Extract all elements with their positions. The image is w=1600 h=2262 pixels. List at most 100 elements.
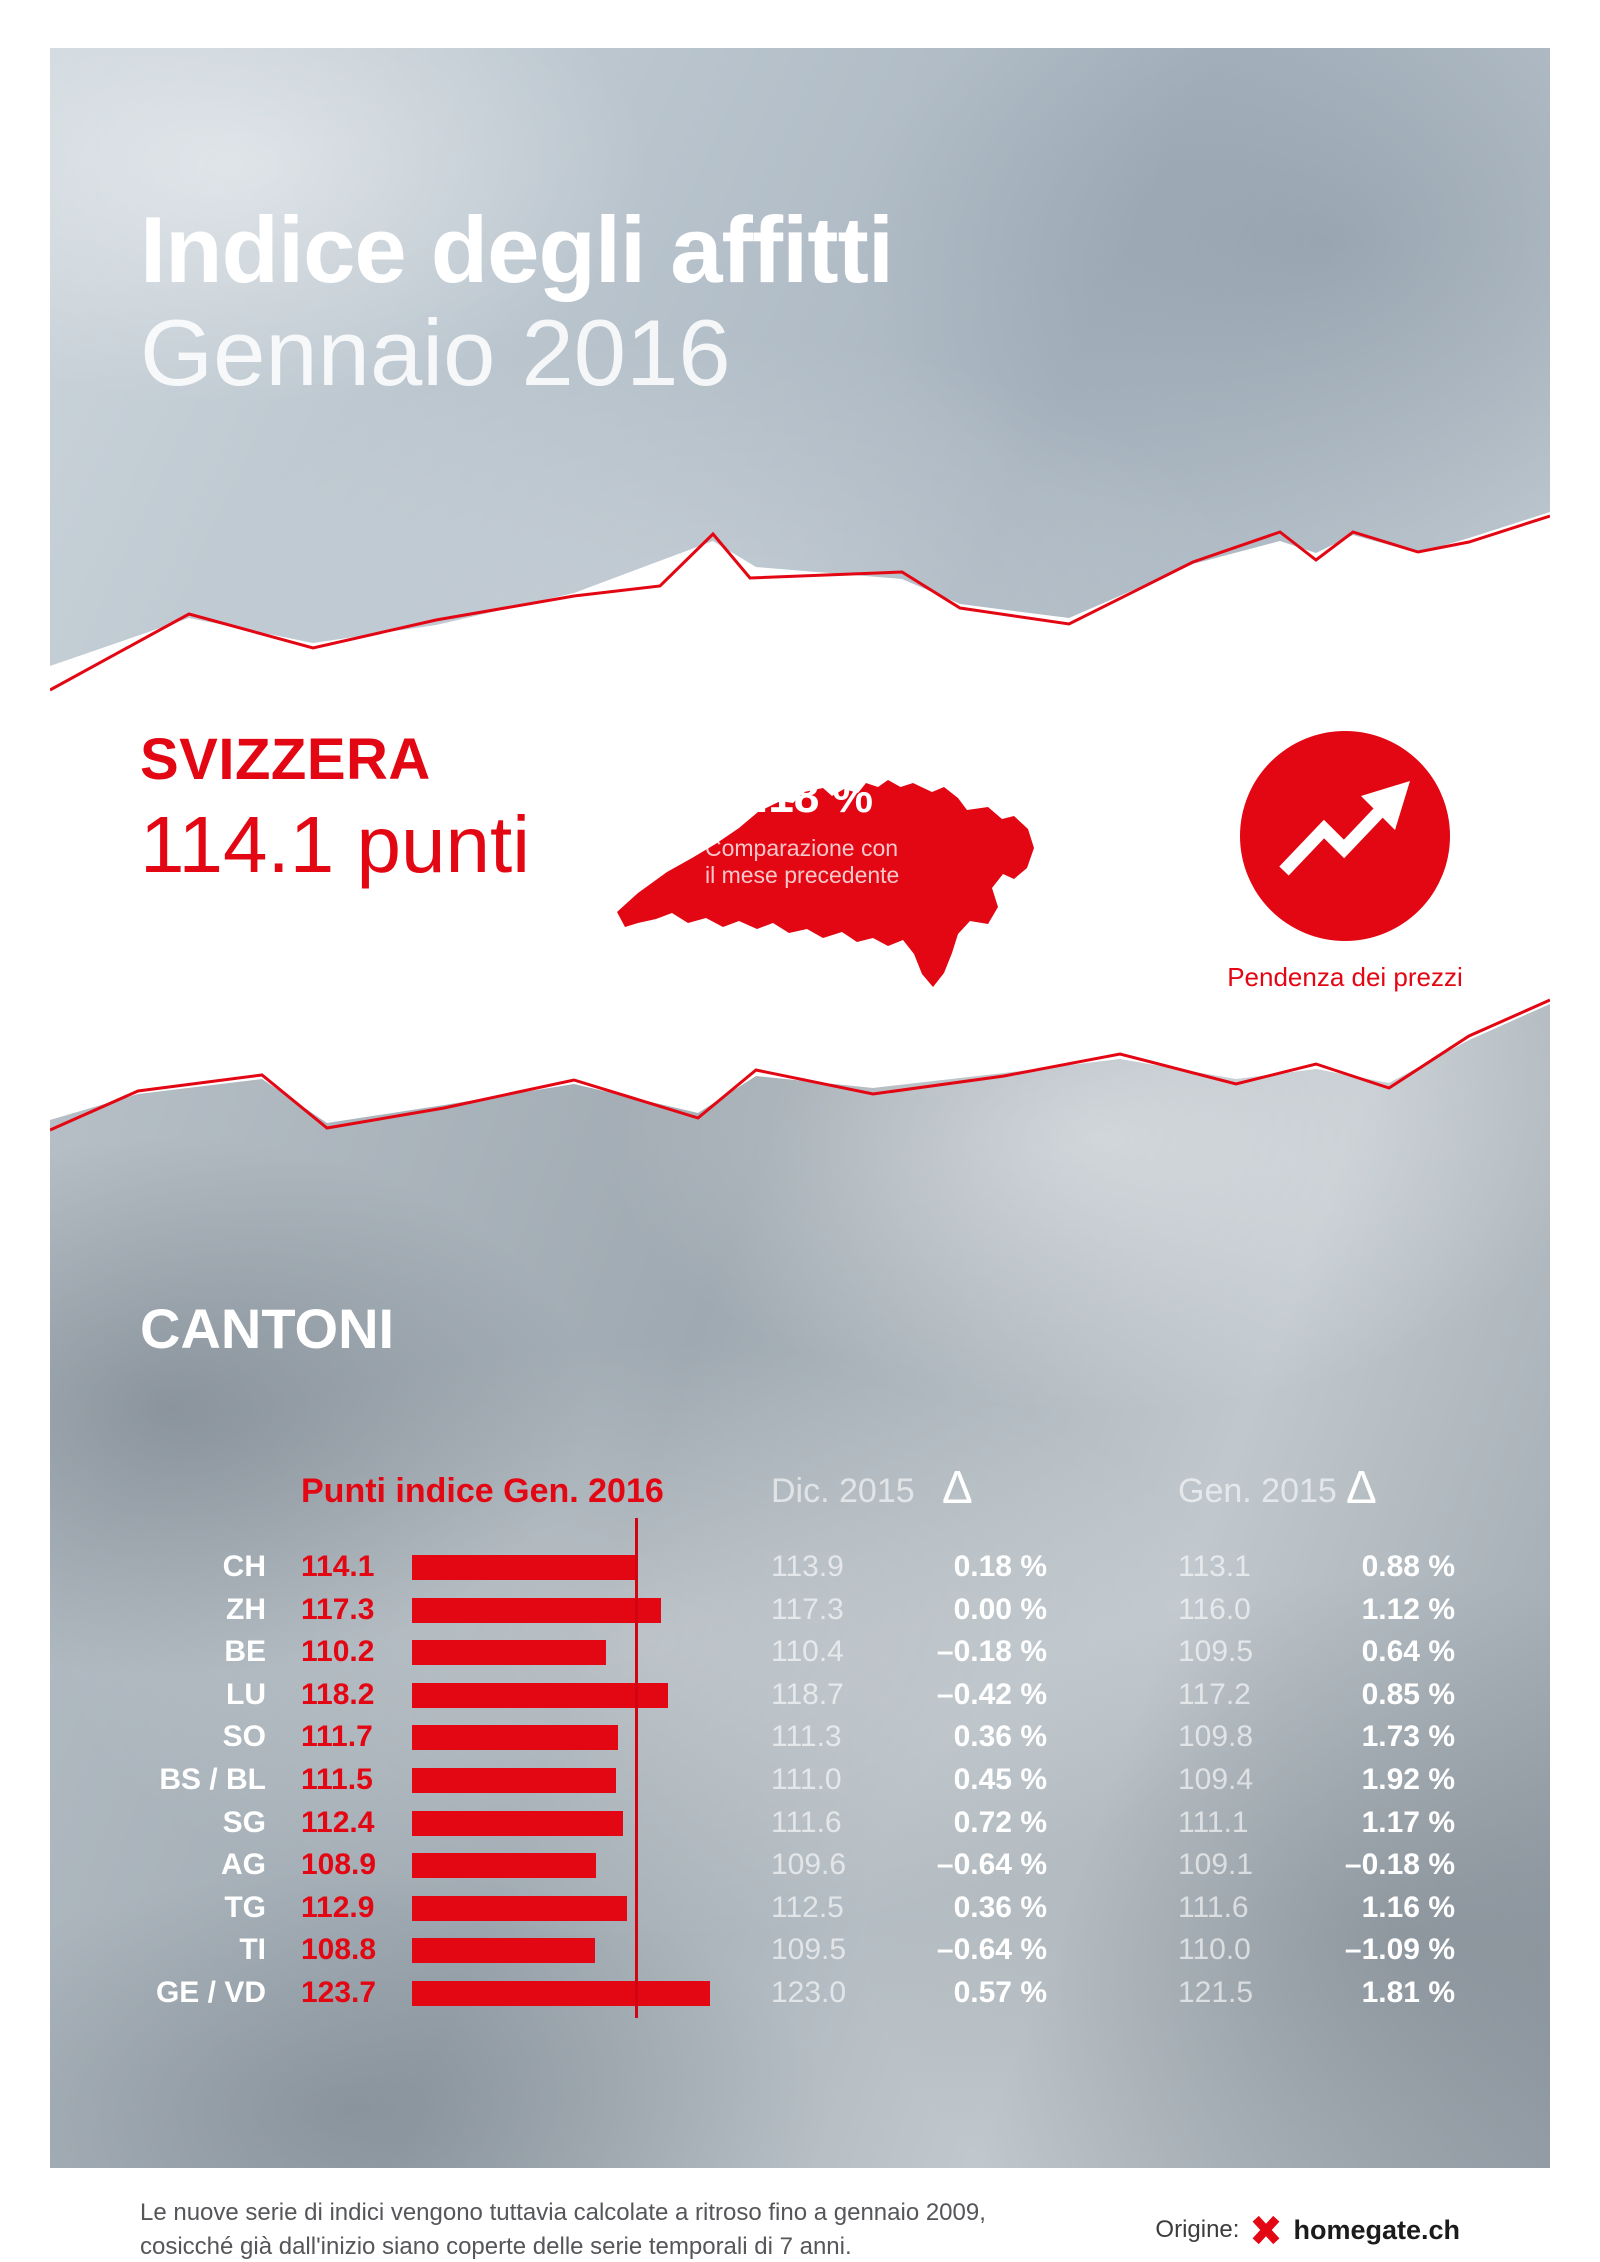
dec-delta: 0.45 % <box>953 1762 1047 1796</box>
bottom-background <box>50 1004 1550 2168</box>
month-delta-note: Comparazione con il mese precedente <box>705 835 900 888</box>
canton-label: TG <box>224 1890 266 1924</box>
dec-delta: –0.64 % <box>936 1933 1047 1967</box>
dec-delta: 0.00 % <box>953 1592 1047 1626</box>
month-delta-value: +0.18 % <box>703 770 874 822</box>
dec-delta: –0.42 % <box>936 1677 1047 1711</box>
col-header-index: Punti indice Gen. 2016 <box>301 1472 664 1510</box>
index-value: 108.9 <box>301 1848 377 1882</box>
index-bar <box>412 1682 668 1708</box>
table-row: LU 118.2 118.7 –0.42 % 117.2 0.85 % <box>50 1674 1550 1717</box>
dec-value: 111.3 <box>771 1720 842 1754</box>
table-row: TI 108.8 109.5 –0.64 % 110.0 –1.09 % <box>50 1929 1550 1972</box>
dec-value: 118.7 <box>771 1677 844 1711</box>
source-attribution: Origine: homegate.ch <box>1155 2215 1460 2246</box>
dec-delta: –0.64 % <box>936 1848 1047 1882</box>
dec-delta: 0.36 % <box>953 1720 1047 1754</box>
index-value: 112.4 <box>301 1805 375 1839</box>
trend-arrow-icon <box>1279 781 1410 876</box>
source-name: homegate.ch <box>1293 2214 1460 2245</box>
switzerland-label: SVIZZERA <box>140 727 431 792</box>
canton-label: GE / VD <box>155 1975 266 2009</box>
index-value: 117.3 <box>301 1592 375 1626</box>
canton-label: LU <box>226 1677 266 1711</box>
jan-delta: 1.73 % <box>1361 1720 1455 1754</box>
index-bar <box>412 1725 618 1751</box>
jan-delta: 0.85 % <box>1361 1677 1455 1711</box>
jan-delta: 0.64 % <box>1361 1635 1455 1669</box>
jan-value: 109.1 <box>1178 1848 1254 1882</box>
jan-value: 111.6 <box>1178 1890 1249 1924</box>
index-bar <box>412 1853 597 1879</box>
col-header-jan: Gen. 2015 <box>1178 1472 1337 1510</box>
index-bar <box>412 1640 607 1666</box>
source-label: Origine: <box>1155 2216 1240 2244</box>
dec-delta: 0.57 % <box>953 1975 1047 2009</box>
canton-label: SO <box>222 1720 266 1754</box>
trend-label: Pendenza dei prezzi <box>1227 962 1463 992</box>
canton-label: ZH <box>226 1592 266 1626</box>
index-value: 123.7 <box>301 1975 377 2009</box>
jan-value: 117.2 <box>1178 1677 1251 1711</box>
table-row: SG 112.4 111.6 0.72 % 111.1 1.17 % <box>50 1802 1550 1845</box>
delta-icon: Δ <box>1346 1461 1377 1513</box>
canton-label: CH <box>222 1550 266 1583</box>
dec-value: 117.3 <box>771 1592 844 1626</box>
jan-value: 116.0 <box>1178 1592 1251 1626</box>
jan-value: 113.1 <box>1178 1550 1251 1583</box>
index-value: 108.8 <box>301 1933 377 1967</box>
dec-delta: 0.72 % <box>953 1805 1047 1839</box>
index-bar <box>412 1980 710 2006</box>
index-bar <box>412 1810 623 1836</box>
dec-delta: 0.36 % <box>953 1890 1047 1924</box>
dec-value: 123.0 <box>771 1975 847 2009</box>
table-row: AG 108.9 109.6 –0.64 % 109.1 –0.18 % <box>50 1844 1550 1887</box>
footer-note: Le nuove serie di indici vengono tuttavi… <box>140 2199 986 2261</box>
table-row: CH 114.1 113.9 0.18 % 113.1 0.88 % <box>50 1546 1550 1589</box>
jan-value: 110.0 <box>1178 1933 1251 1967</box>
index-bar <box>412 1767 617 1793</box>
jan-delta: –1.09 % <box>1344 1933 1455 1967</box>
cantons-table: CH 114.1 113.9 0.18 % 113.1 0.88 % ZH 11… <box>50 1546 1550 2015</box>
table-row: BS / BL 111.5 111.0 0.45 % 109.4 1.92 % <box>50 1759 1550 1802</box>
switzerland-points: 114.1 punti <box>140 800 530 889</box>
jan-delta: 1.17 % <box>1361 1805 1455 1839</box>
index-bar <box>412 1938 596 1964</box>
dec-value: 109.6 <box>771 1848 847 1882</box>
page-title: Indice degli affitti <box>140 197 894 302</box>
index-bar <box>412 1555 637 1580</box>
jan-value: 109.4 <box>1178 1762 1254 1796</box>
switzerland-summary: SVIZZERA 114.1 punti <box>140 726 530 891</box>
jan-delta: 1.16 % <box>1361 1890 1455 1924</box>
jan-delta: 1.81 % <box>1361 1975 1455 2009</box>
infographic-card: Indice degli affitti Gennaio 2016 SVIZZE… <box>50 48 1550 2168</box>
cantons-heading: CANTONI <box>140 1297 395 1360</box>
footer: Le nuove serie di indici vengono tuttavi… <box>140 2196 1460 2262</box>
index-value: 114.1 <box>301 1550 375 1583</box>
masthead: Indice degli affitti Gennaio 2016 <box>140 197 894 406</box>
table-row: ZH 117.3 117.3 0.00 % 116.0 1.12 % <box>50 1589 1550 1632</box>
canton-label: TI <box>239 1933 266 1967</box>
canton-label: BE <box>224 1635 266 1669</box>
jan-delta: 0.88 % <box>1361 1550 1455 1583</box>
index-value: 110.2 <box>301 1635 375 1669</box>
canton-label: BS / BL <box>159 1762 266 1796</box>
reference-line <box>635 1518 638 2018</box>
col-header-dec: Dic. 2015 <box>771 1472 915 1510</box>
index-bar <box>412 1895 627 1921</box>
dec-value: 111.0 <box>771 1762 842 1796</box>
canton-label: SG <box>222 1805 266 1839</box>
index-value: 112.9 <box>301 1890 375 1924</box>
homegate-logo-icon <box>1253 2215 1280 2245</box>
table-row: GE / VD 123.7 123.0 0.57 % 121.5 1.81 % <box>50 1972 1550 2015</box>
table-row: SO 111.7 111.3 0.36 % 109.8 1.73 % <box>50 1716 1550 1759</box>
jan-value: 121.5 <box>1178 1975 1254 2009</box>
page-subtitle: Gennaio 2016 <box>140 300 731 406</box>
jan-value: 109.5 <box>1178 1635 1254 1669</box>
dec-value: 110.4 <box>771 1635 844 1669</box>
dec-value: 111.6 <box>771 1805 842 1839</box>
dec-delta: 0.18 % <box>953 1550 1047 1583</box>
index-value: 111.7 <box>301 1720 373 1754</box>
jan-value: 109.8 <box>1178 1720 1254 1754</box>
